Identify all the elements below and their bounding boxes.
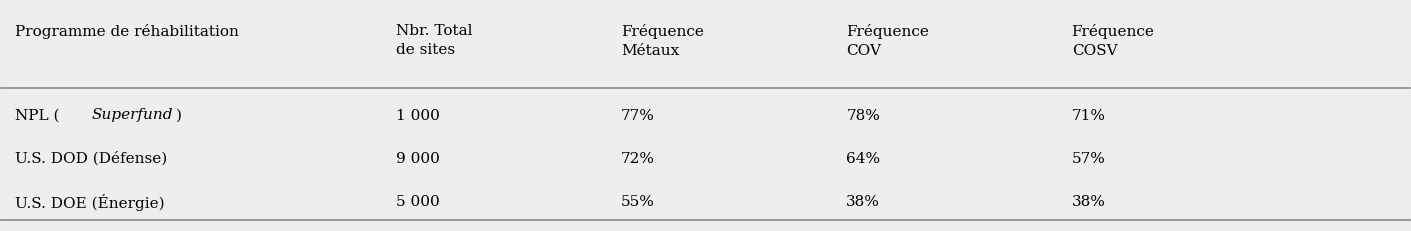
Text: 57%: 57% — [1071, 152, 1105, 166]
Text: 55%: 55% — [621, 195, 655, 209]
Text: 1 000: 1 000 — [395, 109, 440, 122]
Text: Fréquence
COSV: Fréquence COSV — [1071, 24, 1154, 58]
Text: Fréquence
COV: Fréquence COV — [847, 24, 930, 58]
Text: Nbr. Total
de sites: Nbr. Total de sites — [395, 24, 473, 57]
Text: 78%: 78% — [847, 109, 880, 122]
Text: ): ) — [176, 109, 182, 122]
Text: 9 000: 9 000 — [395, 152, 440, 166]
Text: Fréquence
Métaux: Fréquence Métaux — [621, 24, 704, 58]
Text: NPL (: NPL ( — [16, 109, 61, 122]
Text: U.S. DOE (Énergie): U.S. DOE (Énergie) — [16, 194, 165, 211]
Text: 72%: 72% — [621, 152, 655, 166]
Text: 38%: 38% — [847, 195, 880, 209]
Text: 77%: 77% — [621, 109, 655, 122]
Text: 38%: 38% — [1071, 195, 1105, 209]
Text: Programme de réhabilitation: Programme de réhabilitation — [16, 24, 240, 39]
Text: U.S. DOD (Défense): U.S. DOD (Défense) — [16, 152, 168, 166]
Text: 64%: 64% — [847, 152, 880, 166]
Text: Superfund: Superfund — [92, 109, 174, 122]
Text: 71%: 71% — [1071, 109, 1106, 122]
Text: 5 000: 5 000 — [395, 195, 439, 209]
